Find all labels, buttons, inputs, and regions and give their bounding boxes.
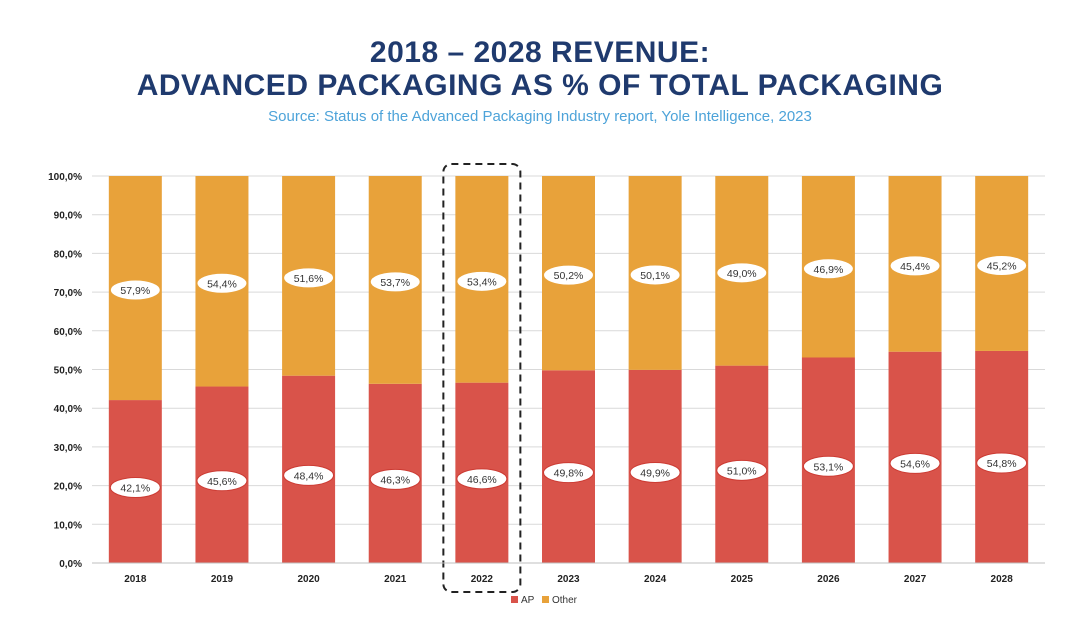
chart-title-line2: ADVANCED PACKAGING AS % OF TOTAL PACKAGI… [136, 69, 944, 102]
data-label-ap-2025: 51,0% [727, 465, 757, 477]
data-label-bubble-ap [976, 452, 1028, 474]
y-tick-label: 10,0% [54, 520, 82, 531]
highlight-box-2022 [442, 163, 522, 593]
data-label-other-2020: 51,6% [294, 273, 324, 285]
data-label-other-2019: 54,4% [207, 278, 237, 290]
y-tick-label: 60,0% [54, 327, 82, 338]
data-label-bubble-ap [629, 461, 681, 483]
legend: AP Other [511, 595, 578, 606]
data-label-bubble-ap [456, 468, 508, 490]
data-label-ap-2028: 54,8% [987, 458, 1017, 470]
x-tick-label: 2024 [644, 574, 667, 585]
legend-label-other: Other [552, 595, 578, 606]
data-label-other-2023: 50,2% [554, 270, 584, 282]
chart-subtitle: Source: Status of the Advanced Packaging… [268, 108, 812, 125]
data-label-ap-2021: 46,3% [380, 474, 410, 486]
data-label-bubble-ap [196, 470, 248, 492]
data-label-bubble-ap [889, 452, 941, 474]
y-tick-label: 20,0% [54, 482, 82, 493]
data-label-bubble-other [889, 255, 941, 277]
x-tick-label: 2025 [731, 574, 754, 585]
y-tick-label: 30,0% [54, 443, 82, 454]
data-label-bubble-other [456, 270, 508, 292]
data-label-bubble-other [196, 272, 248, 294]
x-tick-label: 2027 [904, 574, 927, 585]
data-label-bubble-ap [716, 459, 768, 481]
data-label-ap-2026: 53,1% [814, 461, 844, 473]
x-tick-label: 2022 [471, 574, 494, 585]
x-tick-label: 2028 [991, 574, 1014, 585]
data-label-ap-2024: 49,9% [640, 467, 670, 479]
data-label-other-2028: 45,2% [987, 260, 1017, 272]
data-label-ap-2023: 49,8% [554, 468, 584, 480]
y-tick-label: 80,0% [54, 249, 82, 260]
data-label-ap-2022: 46,6% [467, 474, 497, 486]
data-label-bubble-other [629, 264, 681, 286]
data-label-other-2021: 53,7% [380, 277, 410, 289]
data-label-other-2027: 45,4% [900, 261, 930, 273]
data-label-other-2022: 53,4% [467, 276, 497, 288]
y-tick-label: 0,0% [59, 559, 82, 570]
data-label-ap-2027: 54,6% [900, 458, 930, 470]
y-tick-label: 70,0% [54, 288, 82, 299]
data-label-bubble-ap [543, 462, 594, 484]
data-label-ap-2020: 48,4% [294, 470, 324, 482]
y-tick-label: 100,0% [48, 172, 82, 183]
y-tick-label: 90,0% [54, 211, 82, 222]
chart-title-line1: 2018 – 2028 REVENUE: [369, 36, 711, 69]
data-label-other-2018: 57,9% [120, 285, 150, 297]
x-tick-label: 2023 [557, 574, 580, 585]
data-label-ap-2019: 45,6% [207, 476, 237, 488]
data-label-ap-2018: 42,1% [120, 483, 150, 495]
x-tick-label: 2018 [124, 574, 147, 585]
y-tick-label: 40,0% [54, 404, 82, 415]
data-label-bubble-ap [283, 464, 335, 486]
data-label-other-2025: 49,0% [727, 268, 757, 280]
data-label-bubble-other [716, 262, 768, 284]
x-tick-label: 2021 [384, 574, 407, 585]
data-label-bubble-other [369, 271, 421, 293]
data-label-other-2026: 46,9% [814, 264, 844, 276]
data-label-bubble-other [802, 258, 854, 280]
data-label-other-2024: 50,1% [640, 270, 670, 282]
x-tick-label: 2026 [817, 574, 840, 585]
data-label-bubble-other [283, 267, 335, 289]
x-tick-label: 2019 [211, 574, 234, 585]
y-tick-label: 50,0% [54, 366, 82, 377]
data-label-bubble-other [543, 264, 594, 286]
x-tick-label: 2020 [297, 574, 320, 585]
legend-swatch-ap [511, 596, 518, 603]
data-label-bubble-ap [802, 455, 854, 477]
legend-swatch-other [542, 596, 549, 603]
legend-label-ap: AP [521, 595, 535, 606]
data-label-bubble-ap [109, 477, 161, 499]
data-label-bubble-other [109, 279, 161, 301]
data-label-bubble-other [976, 254, 1028, 276]
data-label-bubble-ap [369, 468, 421, 490]
